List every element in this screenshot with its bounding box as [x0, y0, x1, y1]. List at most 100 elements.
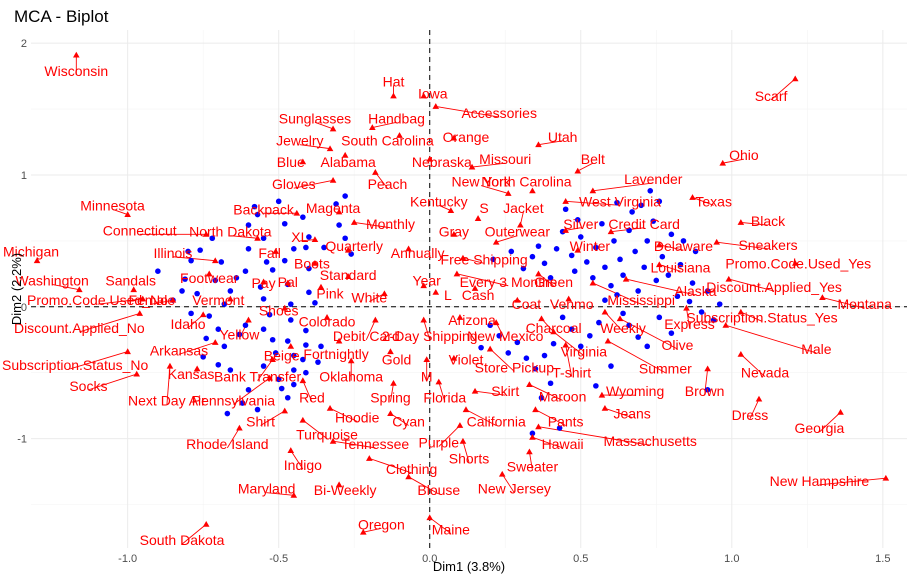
- category-point: [193, 365, 201, 372]
- category-label: Discount.Applied_No: [14, 320, 145, 336]
- category-label: Shoes: [259, 303, 299, 319]
- category-point: [719, 159, 727, 166]
- individual-point: [523, 355, 530, 361]
- individual-point: [333, 201, 339, 207]
- label-leader-line: [749, 398, 760, 420]
- category-point: [601, 308, 609, 315]
- category-point: [73, 51, 80, 58]
- category-point: [722, 321, 730, 328]
- category-point: [136, 310, 144, 316]
- category-label: Black: [751, 213, 786, 229]
- category-label: Boots: [294, 255, 330, 271]
- category-label: Indigo: [284, 457, 322, 473]
- label-leader-line: [625, 278, 696, 296]
- label-leader-line: [266, 492, 294, 496]
- category-label: Winter: [570, 238, 611, 254]
- x-tick-label: 1.0: [724, 553, 739, 565]
- category-label: Quarterly: [325, 238, 383, 254]
- label-leader-line: [501, 473, 515, 493]
- category-point: [236, 424, 243, 431]
- category-label: Subscription.Status_Yes: [686, 309, 837, 325]
- category-label: Utah: [548, 129, 578, 145]
- category-point: [372, 169, 379, 175]
- label-leader-line: [496, 235, 518, 243]
- category-point: [453, 270, 461, 277]
- label-leader-line: [686, 308, 690, 328]
- category-point: [202, 520, 210, 527]
- individual-point: [644, 343, 651, 350]
- category-point: [432, 288, 440, 295]
- category-point: [574, 167, 582, 174]
- individual-point: [209, 235, 216, 242]
- category-point: [329, 176, 337, 183]
- category-point: [535, 141, 542, 148]
- individual-point: [303, 369, 309, 376]
- individual-point: [626, 322, 632, 329]
- individual-point: [529, 253, 536, 260]
- label-leader-line: [172, 256, 216, 262]
- label-leader-line: [354, 221, 391, 229]
- category-label: Oregon: [358, 516, 405, 532]
- label-leader-line: [365, 319, 376, 340]
- category-point: [347, 357, 355, 364]
- individual-point: [236, 331, 243, 338]
- category-point: [130, 286, 138, 293]
- individual-point: [568, 326, 575, 333]
- category-point: [656, 241, 663, 248]
- label-leader-line: [390, 383, 394, 402]
- category-point: [420, 282, 427, 289]
- category-label: Pal: [278, 274, 298, 290]
- category-point: [211, 257, 219, 264]
- category-point: [882, 474, 890, 481]
- category-point: [381, 290, 388, 297]
- category-label: Minnesota: [80, 197, 145, 213]
- y-axis-ticks: -1 0 1 2: [17, 38, 27, 445]
- y-tick-label: -1: [17, 434, 27, 446]
- category-label: Sandals: [105, 272, 156, 288]
- individual-point: [188, 257, 194, 264]
- category-point: [335, 481, 343, 488]
- category-label: Massachusetts: [604, 433, 697, 449]
- category-label: Yellow: [219, 326, 260, 342]
- category-label: Montana: [837, 296, 892, 312]
- category-label: Pennsylvania: [192, 392, 275, 408]
- individual-point: [490, 256, 496, 263]
- category-label: Summer: [639, 361, 692, 377]
- category-point: [589, 187, 597, 194]
- category-label: Magenta: [306, 200, 361, 216]
- individual-point: [251, 203, 258, 210]
- individual-point: [686, 298, 693, 305]
- label-leader-line: [423, 319, 431, 340]
- individual-point: [577, 343, 584, 350]
- individual-point: [508, 248, 515, 255]
- individual-point: [284, 394, 291, 401]
- category-point: [468, 163, 476, 170]
- category-point: [390, 379, 397, 386]
- category-point: [535, 270, 542, 277]
- category-point: [272, 248, 279, 254]
- individual-point: [272, 350, 279, 356]
- label-leader-line: [97, 298, 143, 305]
- individual-point: [626, 227, 632, 234]
- category-label: Peach: [368, 176, 408, 192]
- individual-point: [233, 274, 240, 281]
- individual-point: [532, 365, 539, 372]
- category-label: Blouse: [417, 482, 460, 498]
- category-label: Arizona: [448, 312, 496, 328]
- category-point: [562, 198, 569, 204]
- individual-point: [716, 301, 723, 307]
- category-point: [704, 365, 711, 372]
- category-point: [211, 339, 219, 345]
- individual-point: [704, 387, 711, 393]
- individual-point: [221, 343, 228, 350]
- category-point: [562, 227, 569, 233]
- category-label: Mississippi: [607, 292, 675, 308]
- category-point: [372, 316, 379, 323]
- individual-point: [218, 259, 225, 265]
- individual-point: [315, 359, 321, 365]
- category-label: Socks: [69, 378, 107, 394]
- individual-point: [278, 385, 285, 392]
- category-point: [366, 455, 373, 461]
- category-label: Skirt: [491, 383, 519, 399]
- category-label: Bank Transfer: [214, 369, 301, 385]
